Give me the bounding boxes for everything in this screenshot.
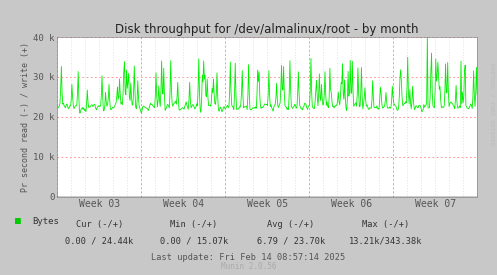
Text: Last update: Fri Feb 14 08:57:14 2025: Last update: Fri Feb 14 08:57:14 2025	[152, 253, 345, 262]
Text: Bytes: Bytes	[32, 217, 59, 226]
Text: 0.00 / 24.44k: 0.00 / 24.44k	[65, 236, 134, 245]
Text: 6.79 / 23.70k: 6.79 / 23.70k	[256, 236, 325, 245]
Y-axis label: Pr second read (-) / write (+): Pr second read (-) / write (+)	[21, 42, 30, 192]
Text: Max (-/+): Max (-/+)	[361, 220, 409, 229]
Text: Munin 2.0.56: Munin 2.0.56	[221, 262, 276, 271]
Text: Min (-/+): Min (-/+)	[170, 220, 218, 229]
Text: Avg (-/+): Avg (-/+)	[267, 220, 315, 229]
Text: Cur (-/+): Cur (-/+)	[76, 220, 123, 229]
Text: ■: ■	[15, 216, 21, 226]
Text: RRDTOOL / TOBI OETIKER: RRDTOOL / TOBI OETIKER	[490, 63, 495, 146]
Title: Disk throughput for /dev/almalinux/root - by month: Disk throughput for /dev/almalinux/root …	[115, 23, 419, 36]
Text: 13.21k/343.38k: 13.21k/343.38k	[348, 236, 422, 245]
Text: 0.00 / 15.07k: 0.00 / 15.07k	[160, 236, 228, 245]
